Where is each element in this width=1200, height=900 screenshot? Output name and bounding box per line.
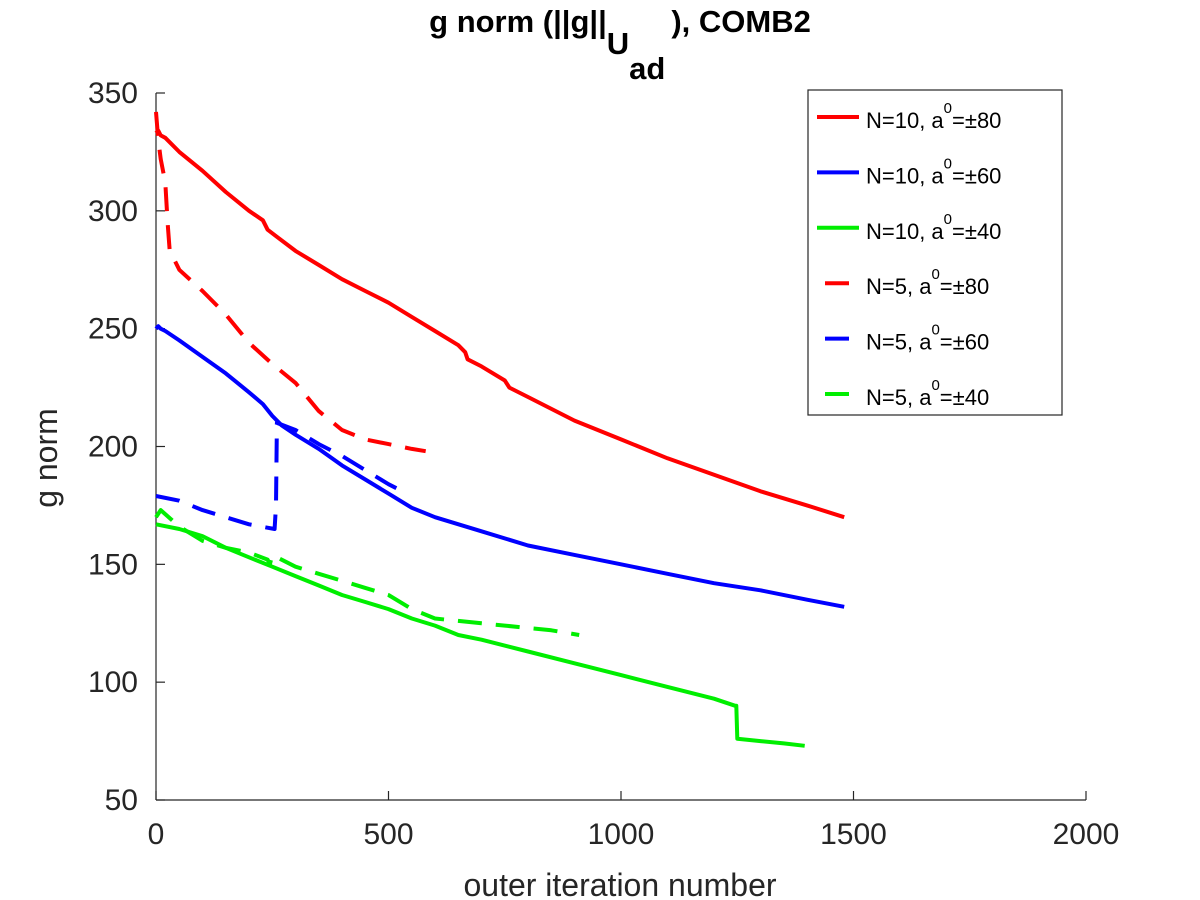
- legend-entry-label: N=10, a0=±80: [866, 100, 1001, 133]
- y-tick-label: 50: [105, 784, 138, 817]
- legend-box: [807, 89, 1063, 416]
- series-line-2: [154, 324, 845, 609]
- legend-entry-label: N=5, a0=±60: [866, 322, 989, 355]
- y-axis-label: g norm: [28, 408, 64, 508]
- series-line-6: [154, 508, 580, 637]
- x-tick-label: 1000: [588, 818, 655, 851]
- x-tick-label: 2000: [1053, 818, 1120, 851]
- series-line-1: [154, 128, 845, 520]
- y-tick-label: 350: [88, 77, 138, 110]
- legend-entry-label: N=5, a0=±40: [866, 377, 989, 410]
- x-axis-label: outer iteration number: [463, 867, 776, 900]
- legend: N=10, a0=±80 N=10, a0=±60 N=10, a0=±40 N=5,…: [807, 89, 1063, 416]
- series-layer: [154, 111, 845, 748]
- legend-entry-label: N=10, a0=±40: [866, 211, 1001, 244]
- plot-area: 0 500 1000 1500 2000 50 100 150 200 250 300 350: [88, 77, 1119, 851]
- chart-title: g norm (||g||Uad), COMB2: [429, 4, 811, 86]
- x-tick-label: 0: [148, 818, 165, 851]
- x-tick-label: 500: [363, 818, 413, 851]
- y-tick-label: 150: [88, 548, 138, 581]
- legend-entry-label: N=5, a0=±80: [866, 266, 989, 299]
- y-tick-label: 200: [88, 431, 138, 464]
- series-line-3: [155, 522, 805, 748]
- legend-entry-label: N=10, a0=±60: [866, 155, 1001, 188]
- series-line-5: [155, 420, 404, 531]
- y-tick-label: 250: [88, 313, 138, 346]
- x-tick-label: 1500: [820, 818, 887, 851]
- y-tick-label: 100: [88, 666, 138, 699]
- y-tick-label: 300: [88, 195, 138, 228]
